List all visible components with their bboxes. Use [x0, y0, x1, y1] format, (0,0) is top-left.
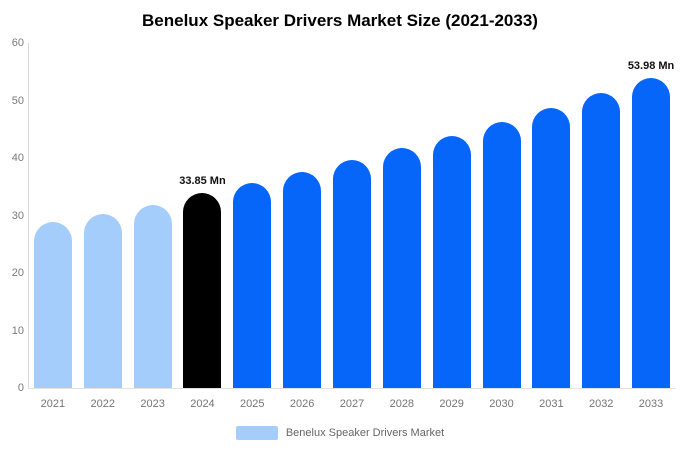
x-label-2031: 2031	[539, 398, 564, 410]
legend-label: Benelux Speaker Drivers Market	[285, 427, 445, 439]
x-label-2027: 2027	[339, 398, 365, 410]
y-tick-label-10: 10	[11, 324, 24, 337]
x-label-2028: 2028	[389, 398, 415, 410]
bar-2028[interactable]	[382, 148, 421, 388]
x-label-2032: 2032	[588, 398, 614, 410]
bar-value-label-2024: 33.85 Mn	[179, 175, 226, 187]
y-tick-label-30: 30	[11, 209, 24, 222]
x-label-2021: 2021	[40, 398, 66, 410]
bar-slot-2032	[576, 43, 626, 388]
x-label-2026: 2026	[289, 398, 315, 410]
bar-2026[interactable]	[283, 172, 322, 388]
plot-area: 33.85 Mn 53.98 Mn	[28, 43, 676, 388]
bar-2027[interactable]	[332, 160, 371, 388]
bar-2022[interactable]	[83, 214, 122, 388]
x-axis-line	[28, 388, 676, 389]
y-axis-line	[28, 43, 29, 388]
x-label-2033: 2033	[638, 398, 664, 410]
x-label-2029: 2029	[439, 398, 464, 410]
bar-2031[interactable]	[532, 108, 571, 388]
y-tick-label-40: 40	[11, 152, 24, 164]
bar-slot-2030	[477, 43, 527, 388]
bar-2032[interactable]	[582, 93, 621, 388]
bar-2029[interactable]	[432, 136, 471, 388]
bar-slot-2029	[427, 43, 477, 388]
x-label-2030: 2030	[489, 398, 514, 410]
bar-2025[interactable]	[233, 183, 272, 388]
x-axis-labels: 2021 2022 2023 2024 2025 2026 2027 2028 2029 2030…	[28, 398, 676, 410]
x-label-2024: 2024	[190, 398, 215, 410]
bar-2033[interactable]	[632, 78, 671, 388]
x-label-2022: 2022	[90, 398, 115, 410]
bar-slot-2021	[28, 43, 78, 388]
chart-title: Benelux Speaker Drivers Market Size (202…	[142, 11, 538, 30]
bar-slot-2022	[78, 43, 128, 388]
x-label-2025: 2025	[240, 398, 265, 410]
bar-2030[interactable]	[482, 122, 521, 388]
bar-slot-2027	[327, 43, 377, 388]
bar-value-label-2033: 53.98 Mn	[627, 60, 675, 72]
y-tick-label-20: 20	[11, 267, 24, 279]
bar-2024[interactable]	[183, 193, 222, 388]
bar-slot-2024: 33.85 Mn	[178, 43, 228, 388]
legend: Benelux Speaker Drivers Market	[0, 426, 680, 440]
bar-slot-2028	[377, 43, 427, 388]
y-tick-label-60: 60	[11, 37, 24, 49]
x-label-2023: 2023	[140, 398, 165, 410]
legend-swatch	[235, 426, 278, 440]
bar-2023[interactable]	[133, 205, 172, 388]
bar-slot-2023	[128, 43, 178, 388]
bar-slot-2031	[526, 43, 576, 388]
bar-2021[interactable]	[33, 222, 72, 388]
y-tick-label-50: 50	[11, 94, 24, 107]
y-tick-label-0: 0	[17, 382, 24, 394]
bar-slot-2026	[277, 43, 327, 388]
bar-slot-2033: 53.98 Mn	[626, 43, 676, 388]
bar-slot-2025	[227, 43, 277, 388]
